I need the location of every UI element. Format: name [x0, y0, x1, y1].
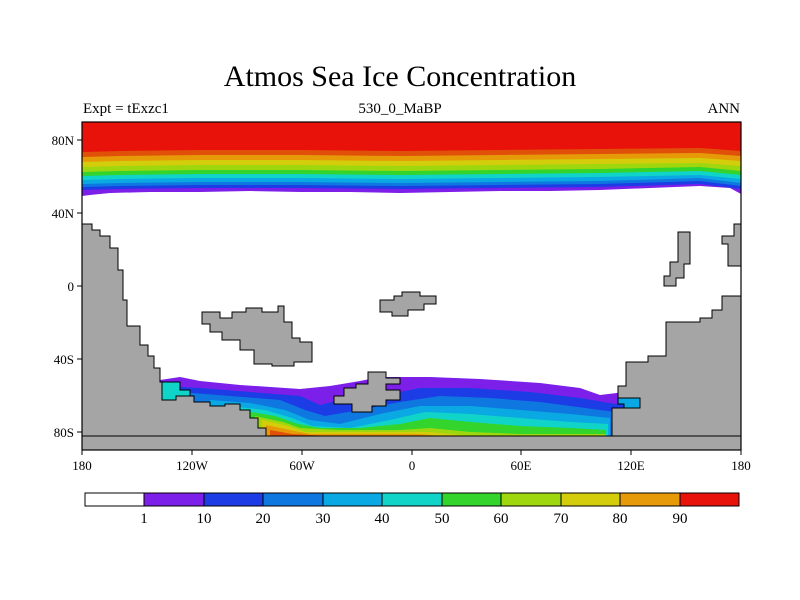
- colorbar-box: [501, 493, 561, 506]
- colorbar-box: [561, 493, 620, 506]
- y-tick-label: 80S: [54, 425, 74, 440]
- y-axis-labels: 80N 40N 0 40S 80S: [52, 133, 75, 440]
- colorbar-box: [680, 493, 739, 506]
- colorbar-label: 80: [613, 511, 628, 527]
- y-tick-label: 0: [68, 279, 75, 294]
- experiment-label: Expt = tExzc1: [83, 101, 169, 117]
- map-plot-area: [82, 122, 741, 450]
- colorbar-box: [263, 493, 323, 506]
- colorbar-frame: [84, 492, 740, 507]
- colorbar: 1 10 20 30 40 50 60 70 80 90: [84, 492, 740, 527]
- x-tick-label: 120E: [617, 458, 645, 473]
- south-ice-coastal-west: [161, 381, 191, 401]
- land-eastern-continent: [611, 223, 741, 437]
- colorbar-box: [442, 493, 501, 506]
- map-title: Atmos Sea Ice Concentration: [223, 60, 577, 93]
- season-label: ANN: [707, 101, 741, 117]
- colorbar-box: [382, 493, 442, 506]
- y-tick-label: 40N: [52, 206, 75, 221]
- tick-marks: [77, 139, 742, 455]
- colorbar-box: [144, 493, 204, 506]
- colorbar-label: 50: [435, 511, 450, 527]
- colorbar-label: 10: [197, 511, 212, 527]
- land-antarctica-strip: [82, 435, 741, 450]
- y-tick-label: 80N: [52, 133, 75, 148]
- x-tick-label: 60E: [511, 458, 532, 473]
- colorbar-label: 30: [316, 511, 331, 527]
- land-small-eastern-block: [663, 231, 691, 287]
- colorbar-box: [323, 493, 382, 506]
- south-ice-coastal-east: [617, 397, 641, 409]
- y-tick-label: 40S: [54, 352, 74, 367]
- land-central-island: [201, 305, 313, 367]
- colorbar-label: 1: [140, 511, 148, 527]
- x-axis-labels: 180 120W 60W 0 60E 120E 180: [72, 458, 751, 473]
- colorbar-box: [85, 493, 144, 506]
- colorbar-box: [620, 493, 680, 506]
- x-tick-label: 180: [731, 458, 751, 473]
- x-tick-label: 120W: [176, 458, 209, 473]
- colorbar-box: [204, 493, 263, 506]
- colorbar-label: 20: [256, 511, 271, 527]
- colorbar-label: 90: [673, 511, 688, 527]
- colorbar-label: 40: [375, 511, 390, 527]
- period-label: 530_0_MaBP: [358, 101, 442, 117]
- colorbar-label: 70: [554, 511, 569, 527]
- land-southern-peninsula: [333, 371, 401, 413]
- x-tick-label: 0: [409, 458, 416, 473]
- x-tick-label: 180: [72, 458, 92, 473]
- colorbar-label: 60: [494, 511, 509, 527]
- north-ice-band-11: [82, 122, 741, 152]
- x-tick-label: 60W: [289, 458, 315, 473]
- land-northern-island: [379, 291, 437, 317]
